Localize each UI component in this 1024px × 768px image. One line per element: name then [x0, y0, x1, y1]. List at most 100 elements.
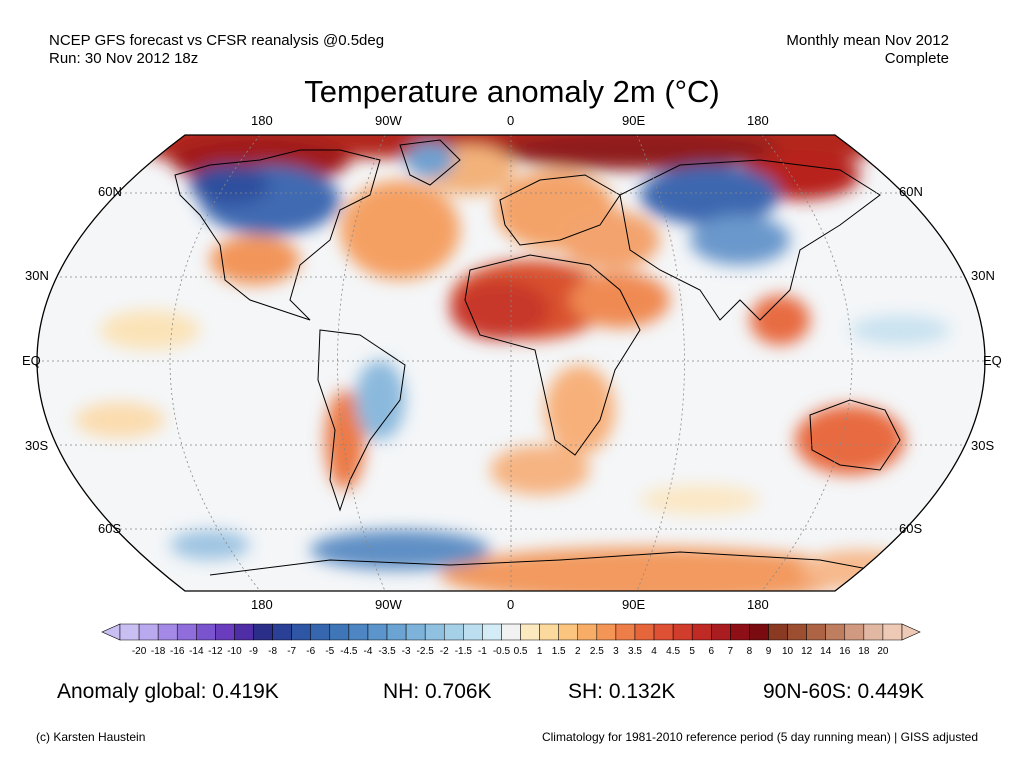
anomaly-sh: SH: 0.132K	[568, 680, 676, 703]
colorbar-swatch	[558, 623, 579, 641]
colorbar-tick-label: -16	[170, 646, 185, 657]
climatology-note: Climatology for 1981-2010 reference peri…	[541, 730, 978, 744]
colorbar-tick-label: -14	[189, 646, 204, 657]
colorbar-swatch	[711, 623, 731, 641]
map-title: Temperature anomaly 2m (°C)	[304, 74, 720, 109]
colorbar-tick-label: -10	[227, 646, 242, 657]
colorbar-tick-label: 3	[613, 646, 619, 657]
colorbar-swatch	[844, 623, 865, 641]
color-legend: -20 -18 -16 -14 -12 -10 -9 -8 -7 -6 -5 -4.5 -4 -3.5 -3…	[101, 623, 921, 657]
colorbar-swatch	[882, 623, 903, 641]
colorbar-swatch	[386, 623, 407, 641]
colorbar-tick-label: -9	[249, 646, 258, 657]
colorbar-tick-label: 8	[747, 646, 753, 657]
lat-label-right-60s: 60S	[899, 521, 923, 536]
lat-label-right-30n: 30N	[971, 268, 995, 283]
colorbar-swatch	[119, 623, 140, 641]
period-label: Monthly mean Nov 2012	[786, 32, 949, 49]
anomaly-90n-60s: 90N-60S: 0.449K	[763, 680, 925, 703]
colorbar-tick-label: -6	[306, 646, 315, 657]
colorbar-tick-label: -8	[268, 646, 277, 657]
colorbar-swatch	[730, 623, 750, 641]
lon-label-bottom-0: 0	[507, 597, 515, 612]
colorbar-swatch	[825, 623, 846, 641]
colorbar-tick-label: 4	[651, 646, 657, 657]
colorbar-swatch	[577, 623, 598, 641]
colorbar-swatch	[482, 623, 502, 641]
lon-label-bottom-180w: 180	[251, 597, 273, 612]
map-border	[36, 134, 986, 592]
colorbar-swatch	[310, 623, 331, 641]
colorbar-tick-label: 20	[877, 646, 889, 657]
colorbar-tick-label: -7	[287, 646, 296, 657]
colorbar-tick-label: 16	[839, 646, 851, 657]
colorbar-swatch	[138, 623, 159, 641]
colorbar-tick-label: 9	[766, 646, 772, 657]
colorbar-tick-label: -3	[402, 646, 411, 657]
colorbar-tick-label: 1.5	[552, 646, 566, 657]
colorbar-tick-label: 10	[782, 646, 794, 657]
colorbar-tick-label: -3.5	[378, 646, 396, 657]
colorbar-tick-label: -4.5	[340, 646, 358, 657]
lon-label-bottom-180e: 180	[747, 597, 769, 612]
colorbar-tick-label: 7	[728, 646, 734, 657]
colorbar-swatch	[196, 623, 216, 641]
coastlines	[174, 139, 901, 576]
lat-label-left-eq: EQ	[22, 353, 41, 368]
lon-label-top-0: 0	[507, 113, 515, 128]
lon-label-top-90e: 90E	[622, 113, 646, 128]
colorbar-arrow-max	[901, 623, 921, 641]
colorbar-tick-label: 12	[801, 646, 813, 657]
lat-label-right-30s: 30S	[971, 438, 995, 453]
colorbar-swatch	[691, 623, 712, 641]
colorbar-swatch	[348, 623, 369, 641]
lon-label-top-180e: 180	[747, 113, 769, 128]
graticule	[37, 135, 985, 591]
colorbar-tick-label: -12	[208, 646, 223, 657]
colorbar-tick-label: 3.5	[628, 646, 642, 657]
colorbar-tick-label: 5	[689, 646, 695, 657]
colorbar-tick-label: 2	[575, 646, 581, 657]
colorbar-tick-label: 18	[858, 646, 870, 657]
lat-label-left-60s: 60S	[98, 521, 122, 536]
colorbar-tick-label: 0.5	[514, 646, 528, 657]
colorbar-swatch	[253, 623, 273, 641]
lat-label-right-60n: 60N	[899, 184, 923, 199]
colorbar-tick-label: 6	[708, 646, 714, 657]
colorbar-swatch	[291, 623, 311, 641]
colorbar-swatch	[424, 623, 445, 641]
colorbar-swatch	[329, 623, 350, 641]
colorbar-tick-label: 14	[820, 646, 832, 657]
colorbar-swatch	[234, 623, 254, 641]
colorbar-tick-label: 2.5	[590, 646, 604, 657]
colorbar-swatch	[634, 623, 655, 641]
model-description: NCEP GFS forecast vs CFSR reanalysis @0.…	[49, 32, 385, 49]
colorbar-arrow-min	[101, 623, 121, 641]
map-field	[37, 135, 985, 591]
lon-label-bottom-90w: 90W	[375, 597, 402, 612]
lon-label-top-180w: 180	[251, 113, 273, 128]
colorbar-tick-label: -2	[440, 646, 449, 657]
anomaly-field	[75, 135, 950, 591]
colorbar-tick-label: -20	[132, 646, 147, 657]
colorbar-tick-label: -1.5	[455, 646, 473, 657]
colorbar-swatch	[749, 623, 769, 641]
colorbar-tick-label: -5	[325, 646, 334, 657]
colorbar-swatch	[405, 623, 426, 641]
colorbar-tick-label: -0.5	[493, 646, 511, 657]
colorbar-swatch	[863, 623, 884, 641]
colorbar-tick-label: -2.5	[417, 646, 435, 657]
anomaly-nh: NH: 0.706K	[383, 680, 492, 703]
lon-label-bottom-90e: 90E	[622, 597, 646, 612]
colorbar-swatch	[615, 623, 636, 641]
lat-label-left-30s: 30S	[25, 438, 49, 453]
colorbar-swatch	[443, 623, 464, 641]
colorbar-tick-label: 4.5	[666, 646, 680, 657]
colorbar-tick-label: -18	[151, 646, 166, 657]
colorbar-swatch	[215, 623, 235, 641]
lon-label-top-90w: 90W	[375, 113, 402, 128]
colorbar-swatch	[463, 623, 483, 641]
colorbar-tick-label: 1	[537, 646, 543, 657]
copyright: (c) Karsten Haustein	[36, 730, 146, 744]
